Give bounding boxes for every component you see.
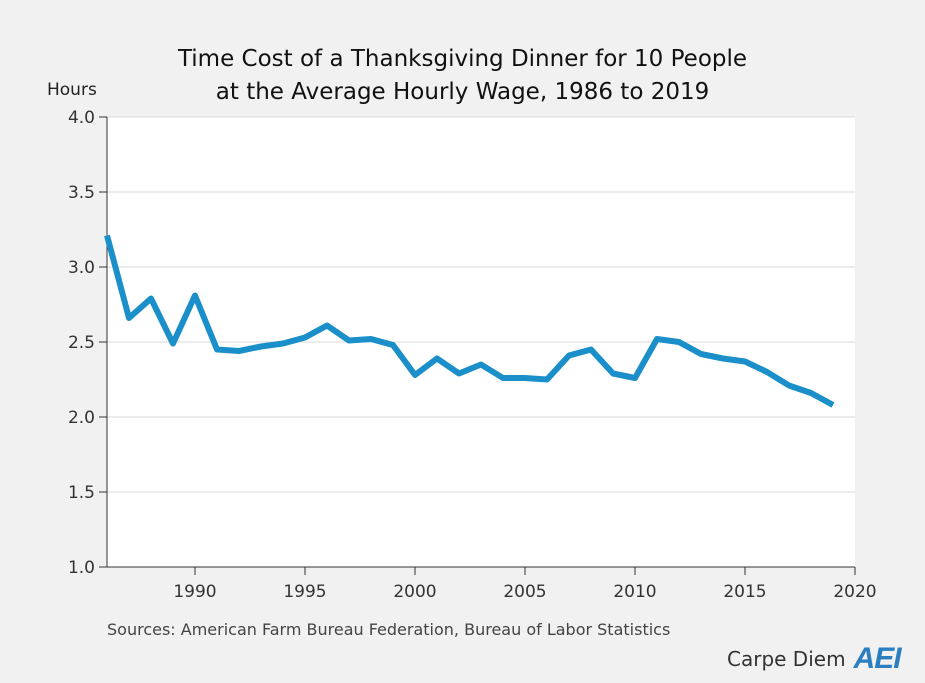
brand-name: Carpe Diem [727, 647, 846, 671]
y-tick-label: 3.0 [68, 258, 95, 278]
y-tick-label: 2.5 [68, 333, 95, 353]
y-tick-label: 1.0 [68, 558, 95, 578]
chart-title: Time Cost of a Thanksgiving Dinner for 1… [0, 43, 925, 109]
y-tick-label: 4.0 [68, 108, 95, 128]
y-tick-label: 3.5 [68, 183, 95, 203]
y-tick-label: 1.5 [68, 483, 95, 503]
axes [99, 116, 856, 575]
aei-logo: AEI [853, 642, 902, 675]
tick-labels: 1.0 1.5 2.0 2.5 3.0 3.5 4.0 1990 1995 2000 2005 201… [68, 108, 877, 602]
x-tick-label: 2000 [393, 582, 436, 602]
x-tick-label: 2005 [503, 582, 546, 602]
brand-footer: Carpe Diem AEI [727, 642, 902, 676]
source-note: Sources: American Farm Bureau Federation… [107, 620, 671, 639]
y-axis-unit-label: Hours [47, 80, 97, 100]
series-layer [104, 234, 835, 408]
chart-title-line-1: Time Cost of a Thanksgiving Dinner for 1… [177, 46, 748, 72]
x-tick-label: 2010 [613, 582, 656, 602]
series-line [104, 234, 835, 408]
x-tick-label: 1995 [283, 582, 326, 602]
chart-title-line-2: at the Average Hourly Wage, 1986 to 2019 [215, 79, 710, 105]
x-tick-label: 1990 [173, 582, 216, 602]
x-tick-label: 2020 [833, 582, 876, 602]
y-tick-label: 2.0 [68, 408, 95, 428]
x-tick-label: 2015 [723, 582, 766, 602]
gridlines [107, 116, 855, 493]
